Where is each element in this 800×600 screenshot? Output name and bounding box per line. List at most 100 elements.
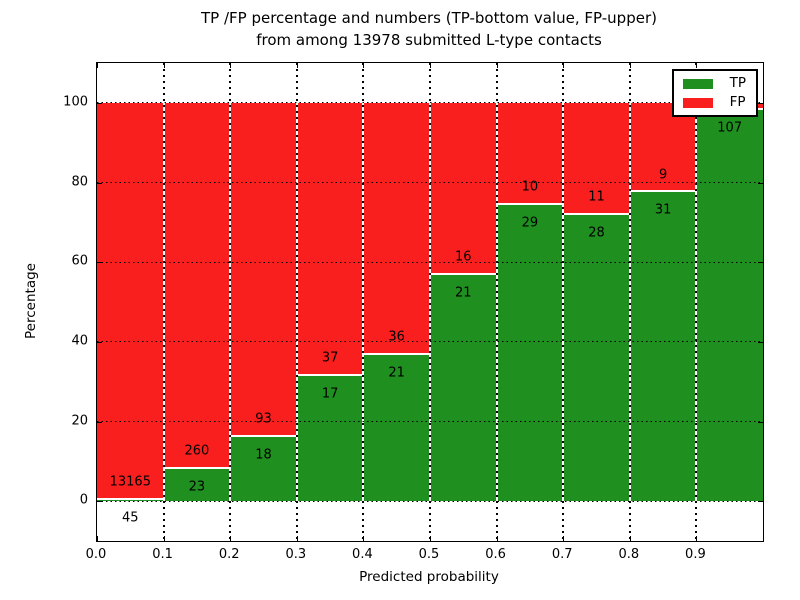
- bar-label-tp: 31: [654, 202, 672, 218]
- y-tick-label: 100: [63, 94, 88, 110]
- axis-tick: [163, 536, 165, 541]
- axis-tick: [563, 63, 565, 68]
- bar-segment-fp: [629, 102, 697, 193]
- bar-segment-tp: [296, 375, 364, 502]
- axis-tick: [563, 536, 565, 541]
- x-tick-label: 0.0: [85, 547, 107, 562]
- bar-label-tp: 21: [455, 285, 472, 301]
- legend-item-fp: FP: [682, 94, 746, 110]
- bar-segment-tp: [97, 499, 164, 502]
- x-tick-label: 0.6: [485, 547, 506, 562]
- x-tick-label: 0.9: [685, 547, 706, 562]
- axis-tick: [97, 341, 102, 343]
- gridline-h: [97, 421, 763, 422]
- gridline-h: [97, 341, 763, 343]
- y-axis-label-container: Percentage: [14, 62, 48, 540]
- bar-separator: [162, 63, 165, 541]
- bar-segment-fp: [563, 102, 630, 216]
- x-tick-label: 0.5: [418, 547, 440, 562]
- gridline-h: [97, 182, 763, 183]
- bar-segment-tp: [563, 215, 630, 502]
- axis-tick: [496, 63, 498, 68]
- bar-segment-tp: [629, 192, 697, 502]
- fp-color-swatch: [682, 97, 713, 108]
- bar-label-fp: 16: [455, 249, 472, 265]
- axis-tick: [758, 262, 763, 264]
- axis-tick: [230, 63, 232, 68]
- chart-title-line2: from among 13978 submitted L-type contac…: [256, 31, 602, 49]
- bar-label-fp: 93: [255, 411, 272, 427]
- bar-segment-fp: [496, 102, 564, 205]
- bar-separator: [495, 63, 498, 541]
- bar-label-tp: 18: [255, 447, 272, 463]
- bar-separator: [362, 63, 365, 541]
- plot-area: TP FP 45 13165 23 260 18 93 17 37 21 36 21 16 29 10 28…: [96, 62, 764, 542]
- axis-tick: [758, 102, 763, 104]
- axis-tick: [430, 63, 431, 68]
- tp-color-swatch: [682, 78, 713, 89]
- gridline-h: [97, 261, 763, 263]
- y-tick-label: 20: [71, 413, 88, 428]
- bar-label-tp: 21: [388, 365, 405, 380]
- axis-tick: [629, 536, 631, 541]
- x-axis-label: Predicted probability: [359, 569, 499, 585]
- bar-segment-fp: [430, 102, 497, 275]
- axis-tick: [97, 63, 98, 68]
- bar-label-fp: 36: [388, 329, 405, 345]
- x-tick-label: 0.1: [152, 547, 173, 562]
- x-tick-label: 0.4: [352, 547, 373, 562]
- axis-tick: [97, 102, 102, 104]
- bar-segment-tp: [163, 468, 231, 502]
- bar-separator: [295, 63, 298, 541]
- bar-segment-fp: [296, 102, 364, 376]
- x-tick-label: 0.3: [285, 547, 307, 562]
- x-tick-label: 0.7: [551, 547, 573, 562]
- bar-label-tp: 45: [122, 510, 139, 526]
- y-tick-label: 60: [71, 253, 88, 269]
- y-tick-label: 80: [71, 174, 88, 189]
- bar-segment-tp: [496, 204, 564, 502]
- axis-tick: [430, 536, 431, 541]
- axis-tick: [363, 536, 365, 541]
- bar-label-tp: 107: [717, 120, 743, 136]
- y-tick-label: 0: [79, 492, 88, 508]
- legend-item-tp: TP: [682, 75, 746, 91]
- chart-title-line1: TP /FP percentage and numbers (TP-bottom…: [201, 9, 657, 27]
- bar-label-tp: 17: [321, 386, 339, 402]
- bar-separator: [695, 63, 698, 541]
- axis-tick: [696, 63, 698, 68]
- bar-label-fp: 13165: [109, 474, 151, 490]
- axis-tick: [163, 63, 165, 68]
- bar-segment-tp: [230, 436, 297, 502]
- axis-tick: [696, 536, 698, 541]
- bar-segment-tp: [430, 274, 497, 502]
- bar-label-fp: 9: [658, 167, 668, 183]
- axis-tick: [758, 501, 763, 503]
- axis-tick: [97, 536, 98, 541]
- bar-label-tp: 28: [588, 225, 605, 241]
- axis-tick: [629, 63, 631, 68]
- y-axis-tick-labels: 0 20 40 60 80 100: [38, 62, 88, 540]
- x-tick-label: 0.2: [218, 547, 240, 562]
- bar-label-tp: 29: [521, 215, 539, 231]
- gridline-h: [97, 102, 763, 104]
- bar-separator: [562, 63, 565, 541]
- axis-tick: [97, 501, 102, 503]
- bar-separator: [628, 63, 631, 541]
- axis-tick: [97, 182, 102, 184]
- bar-label-tp: 23: [188, 479, 206, 495]
- gridline-h: [97, 500, 763, 502]
- bar-separator: [229, 63, 232, 541]
- bar-separator: [429, 63, 431, 541]
- bar-segment-tp: [696, 110, 763, 502]
- bar-label-fp: 11: [588, 189, 605, 205]
- bar-label-fp: 37: [321, 350, 339, 366]
- y-tick-label: 40: [71, 333, 88, 349]
- legend-label-fp: FP: [729, 94, 746, 110]
- axis-tick: [496, 536, 498, 541]
- bar-label-fp: 10: [521, 179, 539, 195]
- legend-label-tp: TP: [729, 75, 746, 91]
- axis-tick: [758, 341, 763, 343]
- bar-segment-fp: [163, 102, 231, 469]
